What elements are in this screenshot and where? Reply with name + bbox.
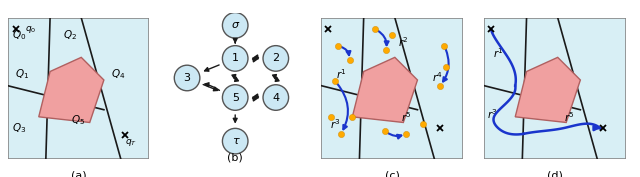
Circle shape xyxy=(263,85,289,110)
Circle shape xyxy=(263,46,289,71)
Text: $r^3$: $r^3$ xyxy=(487,107,498,121)
Text: 1: 1 xyxy=(232,53,239,63)
Text: (d): (d) xyxy=(547,171,563,177)
Text: τ: τ xyxy=(232,136,239,146)
Text: 5: 5 xyxy=(232,93,239,102)
Polygon shape xyxy=(353,57,417,122)
Text: $r^5$: $r^5$ xyxy=(401,110,412,124)
Circle shape xyxy=(223,13,248,38)
Text: σ: σ xyxy=(232,20,239,30)
Polygon shape xyxy=(515,57,580,122)
FancyBboxPatch shape xyxy=(484,18,626,159)
Circle shape xyxy=(223,85,248,110)
Circle shape xyxy=(223,128,248,154)
Text: (a): (a) xyxy=(70,171,86,177)
Text: 3: 3 xyxy=(184,73,191,83)
Text: $q_0$: $q_0$ xyxy=(24,24,36,35)
Text: $Q_5$: $Q_5$ xyxy=(71,113,86,127)
Text: $Q_4$: $Q_4$ xyxy=(111,67,125,81)
Text: $r^1$: $r^1$ xyxy=(335,67,346,81)
FancyBboxPatch shape xyxy=(8,18,149,159)
Text: (c): (c) xyxy=(385,171,399,177)
Text: $r^3$: $r^3$ xyxy=(330,117,341,131)
Text: $r^4$: $r^4$ xyxy=(432,70,443,84)
Circle shape xyxy=(174,65,200,91)
Text: $r^2$: $r^2$ xyxy=(398,35,409,49)
Text: $q_T$: $q_T$ xyxy=(125,137,137,148)
Circle shape xyxy=(223,46,248,71)
FancyBboxPatch shape xyxy=(321,18,463,159)
Polygon shape xyxy=(39,57,104,122)
Text: $Q_2$: $Q_2$ xyxy=(63,28,77,42)
Text: $Q_1$: $Q_1$ xyxy=(15,67,29,81)
Text: 2: 2 xyxy=(272,53,280,63)
Text: $r^5$: $r^5$ xyxy=(564,110,575,124)
Text: $Q_3$: $Q_3$ xyxy=(12,121,26,135)
Text: 4: 4 xyxy=(272,93,280,102)
Text: (b): (b) xyxy=(227,152,243,162)
Text: $Q_0$: $Q_0$ xyxy=(12,28,26,42)
Text: $r^1$: $r^1$ xyxy=(493,46,504,60)
